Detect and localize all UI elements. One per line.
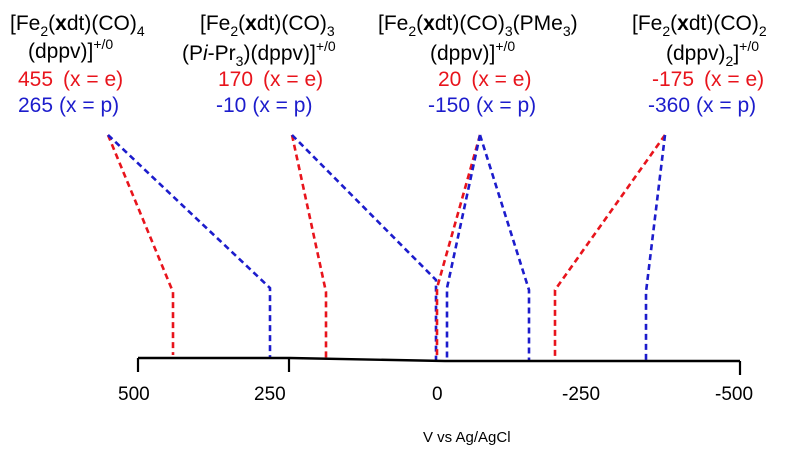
complex-3-blue-value: -150 (x = p): [428, 94, 536, 117]
complex-2-blue-value: -10 (x = p): [216, 94, 312, 117]
potential-axis: 500 250 0 -250 -500 V vs Ag/AgCl: [118, 356, 753, 446]
complex-1-blue-connector: [107, 134, 272, 357]
complex-1-formula-line2: (dppv)]+/0: [28, 36, 113, 63]
axis-tick-label-250: 250: [254, 384, 286, 405]
complex-1-red-value: 455 (x = e): [18, 68, 123, 91]
connector-lines: [106, 134, 667, 360]
complex-4-blue-value: -360 (x = p): [648, 94, 756, 117]
complex-2-red-connector: [290, 134, 328, 358]
complex-4-label: [Fe2(xdt)(CO)2 (dppv)2]+/0 -175 (x = e) -…: [632, 12, 767, 117]
complex-2-formula-line1: [Fe2(xdt)(CO)3: [200, 12, 335, 39]
complex-4-formula-line1: [Fe2(xdt)(CO)2: [632, 12, 767, 39]
complex-1-formula-line1: [Fe2(xdt)(CO)4: [10, 12, 145, 39]
complex-3-red-connector: [435, 134, 482, 358]
complex-2-label: [Fe2(xdt)(CO)3 (Pi-Pr3)(dppv)]+/0 170 (x …: [182, 12, 336, 117]
complex-3-formula-line1: [Fe2(xdt)(CO)3(PMe3): [378, 12, 578, 39]
axis-tick-label-500: 500: [118, 384, 150, 405]
complex-2-red-value: 170 (x = e): [218, 68, 323, 91]
axis-tick-label-minus-500: -500: [715, 384, 753, 405]
axis-line: [138, 356, 740, 363]
complex-2-formula-line2: (Pi-Pr3)(dppv)]+/0: [182, 38, 336, 69]
complex-4-red-value: -175 (x = e): [652, 68, 764, 91]
complex-3-label: [Fe2(xdt)(CO)3(PMe3) (dppv)]+/0 20 (x = e…: [378, 12, 578, 117]
complex-1-red-connector: [106, 134, 175, 355]
axis-label: V vs Ag/AgCl: [423, 429, 511, 446]
complex-1-blue-value: 265 (x = p): [18, 94, 119, 117]
complex-3-blue-connector-2: [478, 134, 531, 360]
complex-3-formula-line2: (dppv)]+/0: [430, 38, 515, 65]
complex-4-formula-line2: (dppv)2]+/0: [666, 38, 759, 69]
axis-tick-label-minus-250: -250: [562, 384, 600, 405]
complex-3-red-value: 20 (x = e): [438, 68, 531, 91]
complex-4-blue-connector: [644, 134, 667, 360]
complex-1-label: [Fe2(xdt)(CO)4 (dppv)]+/0 455 (x = e) 265…: [10, 12, 145, 117]
complex-4-red-connector: [553, 134, 667, 360]
complex-2-blue-connector: [291, 134, 438, 360]
complex-3-blue-connector: [445, 134, 482, 360]
axis-tick-label-0: 0: [432, 384, 443, 405]
